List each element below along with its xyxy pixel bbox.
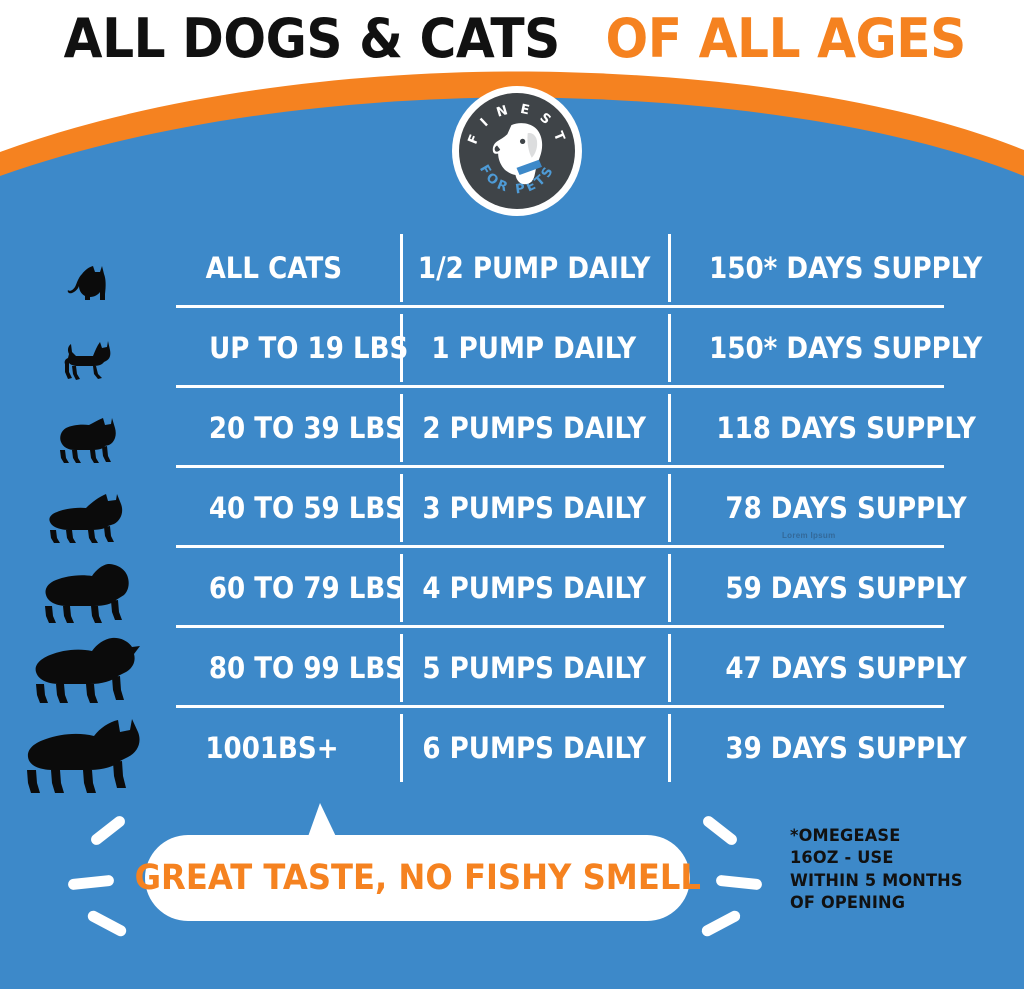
column-divider — [400, 714, 403, 782]
table-row: 40 TO 59 LBS 3 PUMPS DAILY 78 DAYS SUPPL… — [0, 468, 1024, 548]
footnote-line: *OMEGEASE — [790, 826, 901, 846]
column-divider — [668, 634, 671, 702]
column-divider — [400, 234, 403, 302]
airedale-silhouette-icon — [0, 548, 176, 628]
callout-ray — [700, 813, 740, 848]
cell-weight: 20 TO 39 LBS — [208, 410, 405, 445]
cell-dose: 4 PUMPS DAILY — [422, 570, 646, 605]
cell-supply: 78 DAYS SUPPLY — [725, 490, 967, 525]
page-title: ALL DOGS & CATS OF ALL AGES — [0, 0, 1024, 78]
callout-ray — [715, 874, 763, 891]
watermark-text: Lorem Ipsum — [782, 531, 836, 540]
table-row: 80 TO 99 LBS 5 PUMPS DAILY 47 DAYS SUPPL… — [0, 628, 1024, 708]
footnote-line: OF OPENING — [790, 893, 906, 914]
callout-ray — [85, 908, 129, 939]
terrier-silhouette-icon — [0, 388, 176, 468]
column-divider — [668, 314, 671, 382]
table-row: UP TO 19 LBS 1 PUMP DAILY 150* DAYS SUPP… — [0, 308, 1024, 388]
footnote: *OMEGEASE 16OZ - USE WITHIN 5 MONTHS OF … — [790, 825, 1000, 915]
cell-supply: 150* DAYS SUPPLY — [709, 250, 983, 285]
column-divider — [400, 554, 403, 622]
table-row: 20 TO 39 LBS 2 PUMPS DAILY 118 DAYS SUPP… — [0, 388, 1024, 468]
small-dog-silhouette-icon — [0, 308, 176, 388]
table-row: 60 TO 79 LBS 4 PUMPS DAILY 59 DAYS SUPPL… — [0, 548, 1024, 628]
column-divider — [668, 714, 671, 782]
page-title-accent: OF ALL AGES — [605, 7, 967, 70]
cell-dose: 3 PUMPS DAILY — [422, 490, 646, 525]
cell-weight: 1001BS+ — [205, 730, 339, 765]
callout-ray — [699, 908, 743, 939]
callout-bubble: GREAT TASTE, NO FISHY SMELL — [134, 835, 701, 921]
column-divider — [400, 394, 403, 462]
cell-dose: 1 PUMP DAILY — [431, 330, 637, 365]
dosing-table: ALL CATS 1/2 PUMP DAILY 150* DAYS SUPPLY… — [0, 228, 1024, 793]
cell-dose: 5 PUMPS DAILY — [422, 650, 646, 685]
brand-badge: F I N E S T FOR PETS — [451, 85, 583, 217]
cell-dose: 2 PUMPS DAILY — [422, 410, 646, 445]
retriever-silhouette-icon — [0, 628, 176, 708]
cell-supply: 150* DAYS SUPPLY — [709, 330, 983, 365]
cell-weight: 60 TO 79 LBS — [208, 570, 405, 605]
cell-dose: 1/2 PUMP DAILY — [417, 250, 651, 285]
table-row: ALL CATS 1/2 PUMP DAILY 150* DAYS SUPPLY — [0, 228, 1024, 308]
footnote-line: 16OZ - USE — [790, 848, 894, 869]
footnote-line: WITHIN 5 MONTHS — [790, 870, 963, 891]
column-divider — [668, 474, 671, 542]
table-row: 1001BS+ 6 PUMPS DAILY 39 DAYS SUPPLY — [0, 708, 1024, 793]
great-dane-silhouette-icon — [0, 708, 176, 793]
column-divider — [400, 474, 403, 542]
column-divider — [400, 634, 403, 702]
cat-silhouette-icon — [0, 228, 176, 308]
column-divider — [400, 314, 403, 382]
callout-text: GREAT TASTE, NO FISHY SMELL — [134, 857, 701, 898]
column-divider — [668, 554, 671, 622]
cell-weight: 80 TO 99 LBS — [208, 650, 405, 685]
callout-ray — [67, 874, 115, 891]
cell-supply: 118 DAYS SUPPLY — [716, 410, 976, 445]
column-divider — [668, 234, 671, 302]
page-title-primary: ALL DOGS & CATS — [63, 7, 560, 70]
cell-weight: 40 TO 59 LBS — [208, 490, 405, 525]
cell-supply: 59 DAYS SUPPLY — [725, 570, 967, 605]
brand-badge-graphic: F I N E S T FOR PETS — [452, 86, 582, 216]
cell-dose: 6 PUMPS DAILY — [422, 730, 646, 765]
cell-weight: UP TO 19 LBS — [209, 330, 409, 365]
column-divider — [668, 394, 671, 462]
callout-ray — [88, 813, 128, 848]
scottie-silhouette-icon — [0, 468, 176, 548]
cell-supply: 39 DAYS SUPPLY — [725, 730, 967, 765]
cell-weight: ALL CATS — [205, 250, 343, 285]
cell-supply: 47 DAYS SUPPLY — [725, 650, 967, 685]
